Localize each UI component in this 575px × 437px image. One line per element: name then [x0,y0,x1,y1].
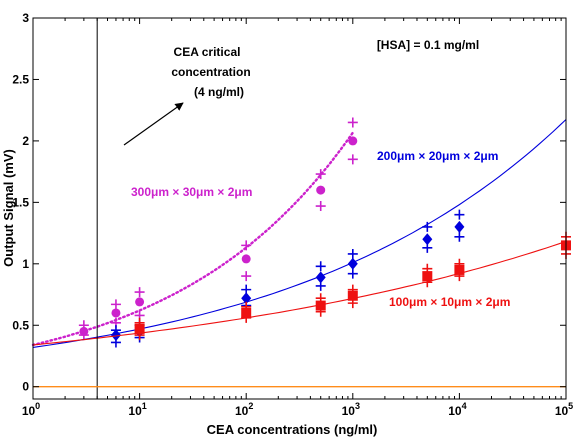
x-tick-label: 100 [22,401,40,418]
series-label-200um: 200μm × 20μm × 2μm [377,149,498,163]
y-tick-label: 1 [22,257,29,271]
x-tick-mantissa: 10 [342,404,356,418]
series-label-100um: 100μm × 10μm × 2μm [389,295,510,309]
x-tick-label: 104 [448,401,466,418]
replicate-marker [241,240,252,251]
hsa-concentration-label: [HSA] = 0.1 mg/ml [377,38,479,52]
x-tick-exponent: 1 [142,401,147,411]
replicate-marker [347,154,358,165]
y-tick-label: 2.5 [12,72,29,86]
x-tick-exponent: 4 [462,401,467,411]
plot-frame [32,17,567,400]
data-point [315,300,326,311]
reference-lines [33,18,566,399]
data-point [348,136,358,146]
data-point [454,220,465,233]
x-tick-label: 103 [342,401,360,418]
replicate-marker [454,231,465,242]
replicate-marker [347,248,358,259]
y-tick-label: 0 [22,380,29,394]
replicate-marker [315,261,326,272]
x-tick-mantissa: 10 [448,404,462,418]
replicate-marker [347,268,358,279]
data-point [316,185,326,195]
x-tick-exponent: 3 [355,401,360,411]
x-tick-mantissa: 10 [235,404,249,418]
replicate-marker [454,209,465,220]
critical-concentration-arrow [123,102,184,146]
replicate-marker [241,271,252,282]
y-tick-label: 1.5 [12,195,29,209]
x-tick-label: 101 [128,401,146,418]
fit-curve-series-1 [32,119,567,348]
series-layer [31,117,571,348]
replicate-marker [422,221,433,232]
replicate-marker [347,117,358,128]
data-point [315,271,326,284]
y-tick-label: 0.5 [12,318,29,332]
data-point [79,326,89,336]
replicate-marker [315,169,326,180]
critical-concentration-title: CEA critical [174,45,241,59]
critical-concentration-line2: concentration [171,65,250,79]
y-axis-label: Output Signal (mV) [1,149,16,267]
data-point [110,329,121,342]
data-point [347,257,358,270]
data-point [347,290,358,301]
replicate-marker [110,299,121,310]
x-tick-mantissa: 10 [555,404,569,418]
x-tick-label: 102 [235,401,253,418]
data-point [422,271,433,282]
y-tick-label: 3 [22,11,29,25]
data-point [135,297,145,307]
data-point [134,323,145,334]
data-point [111,308,121,318]
replicate-marker [315,201,326,212]
data-point [454,264,465,275]
x-tick-exponent: 2 [248,401,253,411]
fit-curve-series-2 [32,240,567,346]
x-tick-exponent: 0 [35,401,40,411]
x-axis-label: CEA concentrations (ng/ml) [207,422,378,437]
series-label-300um: 300μm × 30μm × 2μm [131,185,252,199]
data-point [422,233,433,246]
replicate-marker [134,287,145,298]
x-tick-mantissa: 10 [128,404,142,418]
data-point [241,254,251,264]
x-tick-exponent: 5 [568,401,573,411]
data-point [241,292,252,305]
y-tick-label: 2 [22,134,29,148]
critical-concentration-line3: (4 ng/ml) [194,85,244,99]
data-point [241,307,252,318]
x-tick-mantissa: 10 [22,404,36,418]
x-tick-label: 105 [555,401,573,418]
